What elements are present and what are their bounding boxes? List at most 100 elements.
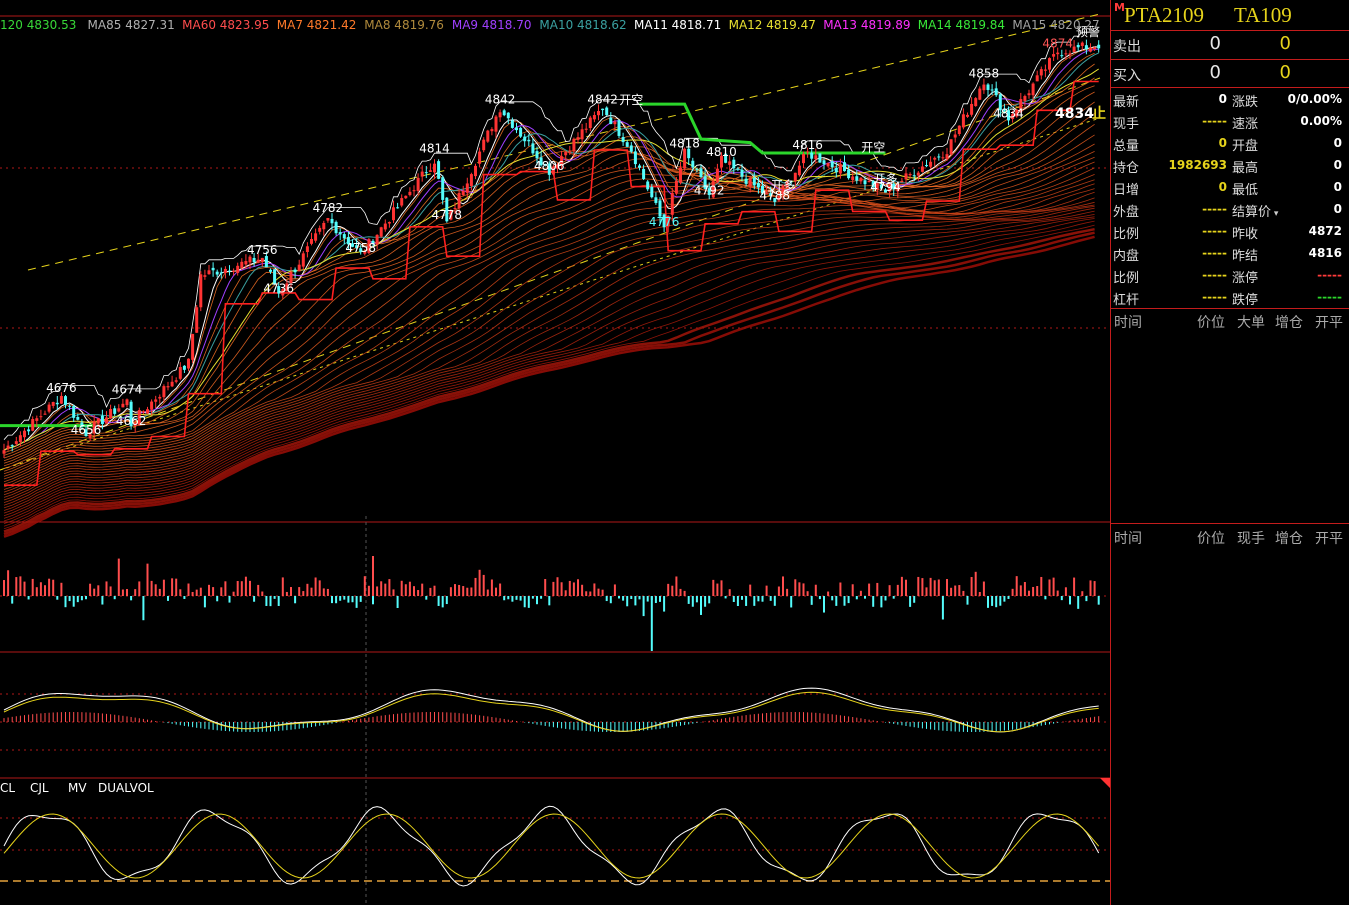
volume-bar bbox=[695, 596, 698, 603]
channel-lower-line bbox=[0, 77, 1101, 471]
quote-value: 4872 bbox=[1308, 224, 1342, 238]
quote-label: 昨结 bbox=[1232, 249, 1259, 264]
ticks-header-bottom: 时间 价位 现手 增仓 开平 bbox=[1111, 528, 1349, 548]
volume-bar bbox=[441, 596, 444, 608]
volume-bar bbox=[449, 587, 452, 596]
exchange-logo-icon: M bbox=[1114, 1, 1125, 14]
chevron-down-icon[interactable]: ▾ bbox=[1271, 209, 1279, 219]
kline-chart-area[interactable]: 4676 4656 4674 4662 4736 4756 4758 4782 4778 4814… bbox=[0, 0, 1110, 905]
candle-body bbox=[642, 169, 646, 180]
ma-legend-item: MA13 4819.89 bbox=[823, 18, 910, 32]
volume-bar bbox=[7, 570, 10, 596]
contract-name[interactable]: PTA2109 bbox=[1124, 3, 1204, 27]
candle-body bbox=[170, 381, 174, 387]
volume-bar bbox=[19, 576, 22, 596]
ask-row[interactable]: 卖出 0 0 bbox=[1111, 31, 1349, 59]
osc-line-slow bbox=[3, 691, 1099, 733]
indicator-tab[interactable]: CL bbox=[0, 781, 15, 795]
candle-body bbox=[527, 139, 531, 142]
candle-body bbox=[494, 116, 498, 132]
price-marker-suffix: 止 bbox=[1092, 105, 1106, 122]
ma-line bbox=[3, 167, 1095, 488]
ma-line bbox=[3, 68, 1099, 451]
candles bbox=[2, 39, 1101, 459]
quote-value: 0 bbox=[1333, 180, 1342, 194]
quote-label: 最低 bbox=[1232, 183, 1259, 198]
quote-value: 4816 bbox=[1308, 246, 1342, 260]
candle-body bbox=[867, 180, 871, 183]
quote-value: 0 bbox=[1333, 158, 1342, 172]
indicator-tab[interactable]: DUALVOL bbox=[98, 781, 154, 795]
candle-body bbox=[215, 271, 219, 275]
volume-bar bbox=[290, 587, 292, 596]
candle-body bbox=[256, 259, 260, 263]
candle-body bbox=[666, 215, 670, 227]
candle-body bbox=[178, 367, 182, 379]
quote-row: 外盘 ----- 结算价 ▾ 0 bbox=[1111, 198, 1349, 220]
volume-bar bbox=[146, 563, 149, 596]
volume-bar bbox=[782, 576, 784, 596]
volume-bar bbox=[117, 558, 120, 596]
volume-bar bbox=[388, 579, 391, 596]
volume-bar bbox=[519, 596, 522, 601]
volume-bar bbox=[831, 596, 834, 601]
volume-bar bbox=[445, 596, 448, 605]
volume-bar bbox=[23, 581, 26, 596]
candle-body bbox=[314, 233, 318, 241]
volume-bar bbox=[64, 596, 67, 608]
volume-bar bbox=[85, 596, 87, 600]
candle-body bbox=[1093, 47, 1097, 50]
candle-body bbox=[100, 415, 104, 425]
kline-chart-svg[interactable]: 4676 4656 4674 4662 4736 4756 4758 4782 4778 4814… bbox=[0, 0, 1110, 905]
quote-value: ----- bbox=[1317, 290, 1342, 304]
candle-body bbox=[113, 408, 117, 414]
volume-bar bbox=[1040, 576, 1043, 596]
volume-bar bbox=[663, 596, 666, 612]
volume-bar bbox=[60, 582, 63, 596]
volume-bar bbox=[396, 596, 399, 608]
volume-bar bbox=[962, 590, 965, 596]
quote-row: 杠杆 ----- 跌停 ----- bbox=[1111, 286, 1349, 308]
volume-bar bbox=[638, 596, 641, 600]
price-annotation: 4806 bbox=[534, 159, 565, 173]
volume-bar bbox=[11, 596, 14, 604]
ma-legend-item: MA7 4821.42 bbox=[277, 18, 357, 32]
price-annotation: 4818 bbox=[669, 136, 700, 150]
volume-bar bbox=[35, 587, 38, 596]
contract-code[interactable]: TA109 bbox=[1234, 3, 1292, 27]
candle-body bbox=[76, 417, 80, 420]
candle-body bbox=[392, 207, 395, 221]
ma-line bbox=[3, 183, 1095, 496]
indicator-tab[interactable]: CJL bbox=[30, 781, 49, 795]
candle-body bbox=[289, 271, 293, 284]
volume-bar bbox=[527, 596, 530, 608]
volume-bar bbox=[900, 576, 903, 596]
kdj bbox=[3, 805, 1100, 887]
candle-body bbox=[912, 175, 916, 177]
price-annotation: 4736 bbox=[263, 281, 294, 295]
volume-bar bbox=[224, 581, 227, 596]
candle-body bbox=[375, 234, 379, 245]
volume-bar bbox=[257, 584, 260, 596]
volume-bar bbox=[376, 586, 379, 596]
ma-legend-item: 120 4830.53 bbox=[0, 18, 76, 32]
candle-body bbox=[781, 185, 785, 195]
candle-body bbox=[761, 185, 764, 194]
quote-row: 比例 ----- 昨收 4872 bbox=[1111, 220, 1349, 242]
bid-row[interactable]: 买入 0 0 bbox=[1111, 60, 1349, 88]
candle-body bbox=[223, 268, 227, 273]
indicator-tabs: CL CJL MV DUALVOL bbox=[0, 781, 154, 795]
ma-legend: 120 4830.53 MA85 4827.31 MA60 4823.95 MA7 4… bbox=[0, 18, 1100, 32]
volume-bar bbox=[544, 579, 547, 596]
candle-body bbox=[588, 117, 592, 129]
candle-body bbox=[736, 168, 740, 170]
volume-bar bbox=[199, 587, 202, 596]
indicator-tab[interactable]: MV bbox=[68, 781, 87, 795]
volume-bar bbox=[31, 578, 34, 596]
volume-bar bbox=[933, 580, 936, 596]
volume-bar bbox=[999, 596, 1002, 606]
candle-body bbox=[990, 89, 994, 91]
signal-label: 开空 bbox=[861, 140, 885, 154]
ma-legend-item: MA10 4818.62 bbox=[539, 18, 626, 32]
volume-bar bbox=[741, 596, 743, 600]
